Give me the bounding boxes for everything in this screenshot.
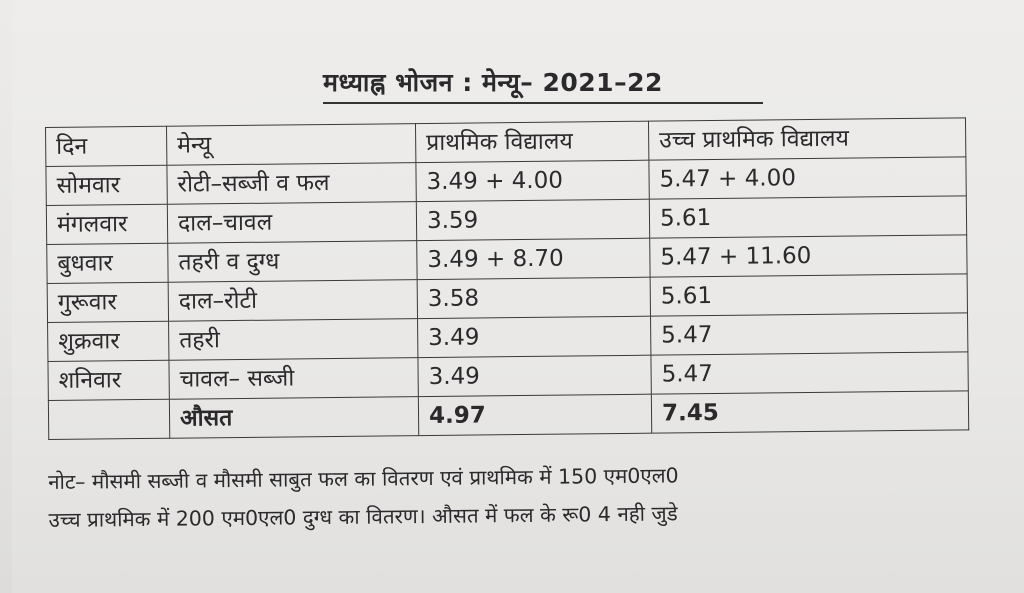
footnote: नोट– मौसमी सब्जी व मौसमी साबुत फल का वित…: [48, 453, 1009, 539]
row-primary-cost: 3.59: [416, 199, 650, 241]
row-primary-cost: 3.49 + 8.70: [416, 238, 651, 280]
row-upper-primary-cost: 5.47: [650, 312, 968, 356]
row-menu: दाल–चावल: [167, 201, 417, 244]
page-title: मध्याह्न भोजन : मेन्यू– 2021–22: [323, 66, 763, 104]
row-day: सोमवार: [45, 165, 168, 206]
average-label: औसत: [169, 396, 419, 439]
row-day: मंगलवार: [46, 204, 168, 245]
header-upper-primary-school: उच्च प्राथमिक विद्यालय: [648, 117, 966, 161]
row-primary-cost: 3.49: [417, 316, 651, 358]
header-menu: मेन्यू: [166, 123, 416, 166]
row-menu: तहरी: [168, 318, 418, 361]
row-upper-primary-cost: 5.47: [650, 351, 969, 395]
row-menu: चावल– सब्जी: [168, 357, 419, 400]
row-menu: दाल–रोटी: [168, 279, 418, 322]
row-upper-primary-cost: 5.47 + 11.60: [649, 234, 968, 278]
header-primary-school: प्राथमिक विद्यालय: [415, 121, 649, 163]
menu-table: दिन मेन्यू प्राथमिक विद्यालय उच्च प्राथम…: [45, 117, 969, 440]
row-primary-cost: 3.49: [417, 355, 652, 397]
header-day: दिन: [45, 126, 167, 167]
row-day: बुधवार: [46, 243, 169, 284]
row-day: शुक्रवार: [47, 321, 169, 362]
row-day: गुरूवार: [47, 282, 169, 323]
row-upper-primary-cost: 5.61: [649, 195, 967, 239]
average-primary: 4.97: [418, 394, 652, 436]
row-upper-primary-cost: 5.61: [650, 273, 968, 317]
row-menu: रोटी–सब्जी व फल: [166, 162, 417, 205]
row-primary-cost: 3.58: [417, 277, 651, 319]
row-day: शनिवार: [47, 360, 170, 401]
row-menu: तहरी व दुग्ध: [167, 240, 418, 283]
row-primary-cost: 3.49 + 4.00: [415, 160, 650, 202]
row-upper-primary-cost: 5.47 + 4.00: [648, 156, 967, 200]
average-empty-cell: [48, 399, 170, 440]
paper-sheet: मध्याह्न भोजन : मेन्यू– 2021–22 दिन मेन्…: [12, 0, 1024, 593]
average-upper-primary: 7.45: [651, 390, 969, 434]
